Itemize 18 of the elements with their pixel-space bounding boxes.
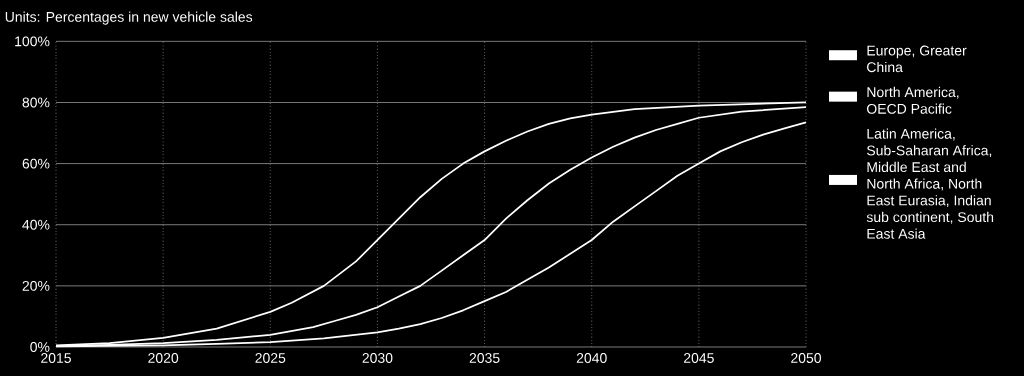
x-tick-label: 2050 (791, 353, 822, 363)
y-tick-label: 80% (22, 97, 50, 108)
x-tick-label: 2045 (684, 353, 714, 363)
legend-label: Europe, Greater China (867, 45, 967, 73)
x-tick-label: 2030 (362, 353, 393, 363)
y-tick-label: 0% (30, 342, 50, 352)
x-tick-label: 2025 (255, 353, 286, 363)
x-tick-label: 2035 (469, 353, 500, 363)
chart-title: Units: Percentages in new vehicle sales (5, 11, 253, 25)
y-tick-label: 100% (15, 36, 50, 47)
x-tick-label: 2015 (41, 353, 71, 363)
legend-label: Latin America, Sub-Saharan Africa, Middle East and North Africa, North East Eurasia, Indian sub continent, South East Asia (866, 128, 994, 239)
x-tick-label: 2040 (576, 353, 607, 363)
y-tick-label: 60% (22, 158, 50, 169)
legend-label: North America, OECD Pacific (867, 86, 959, 114)
y-tick-label: 20% (22, 280, 50, 291)
x-tick-label: 2020 (148, 353, 179, 363)
y-tick-label: 40% (22, 219, 50, 230)
